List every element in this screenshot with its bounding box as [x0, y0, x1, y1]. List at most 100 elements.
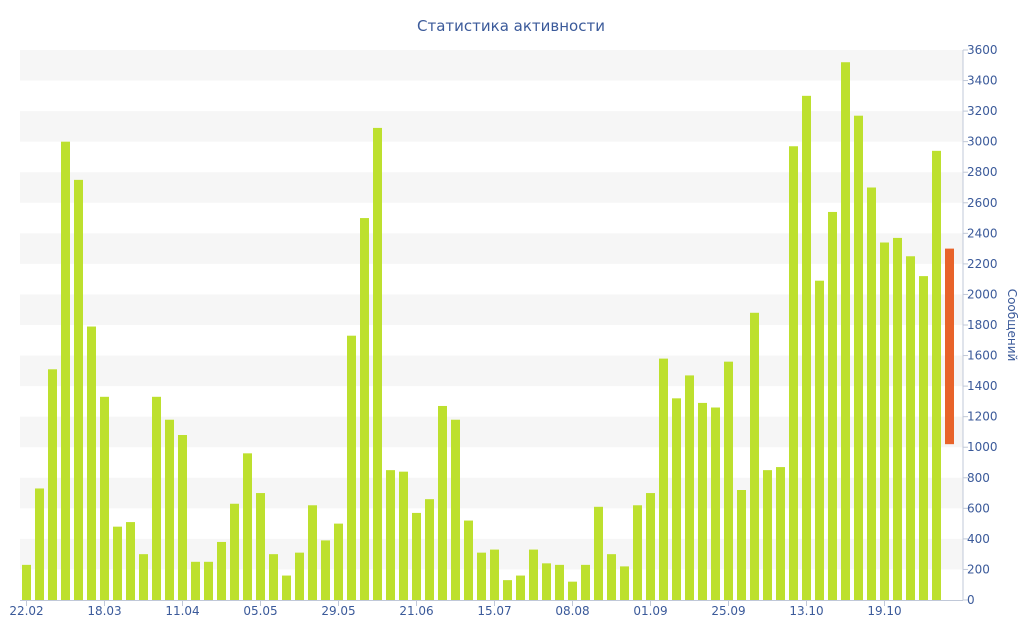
bar — [542, 563, 551, 600]
bar — [269, 554, 278, 600]
bar — [74, 179, 83, 600]
bar — [633, 505, 642, 600]
bar — [529, 549, 538, 600]
bar — [698, 402, 707, 600]
y-tick-label: 600 — [967, 501, 990, 515]
x-tick-label: 21.06 — [399, 604, 433, 618]
bar — [243, 453, 252, 600]
bar — [685, 375, 694, 600]
bar — [165, 419, 174, 600]
y-tick-label: 0 — [967, 593, 975, 607]
x-tick-label: 13.10 — [789, 604, 823, 618]
grid-band — [20, 50, 963, 81]
bar — [22, 564, 31, 600]
bar — [477, 552, 486, 600]
x-tick-label: 15.07 — [477, 604, 511, 618]
x-tick-label: 05.05 — [243, 604, 277, 618]
x-tick-label: 11.04 — [165, 604, 199, 618]
bar — [282, 575, 291, 600]
bar — [438, 405, 447, 600]
bar — [139, 554, 148, 600]
bar — [178, 435, 187, 600]
bar — [867, 187, 876, 600]
bar — [399, 471, 408, 600]
bar — [620, 566, 629, 600]
grid-band — [20, 172, 963, 203]
bar — [126, 522, 135, 600]
x-tick-label: 01.09 — [633, 604, 667, 618]
x-tick-label: 18.03 — [87, 604, 121, 618]
bar — [464, 520, 473, 600]
y-tick-label: 800 — [967, 471, 990, 485]
y-tick-label: 400 — [967, 532, 990, 546]
bar — [321, 540, 330, 600]
bar — [503, 580, 512, 600]
bar — [425, 499, 434, 600]
x-tick-label: 29.05 — [321, 604, 355, 618]
y-axis: 0 200 400 600 800 1000 1200 1400 1600 1800 2000 220… — [962, 43, 998, 607]
bar — [35, 488, 44, 600]
bar — [412, 512, 421, 600]
bar — [854, 115, 863, 600]
highlight-bar — [945, 248, 954, 445]
bar — [555, 564, 564, 600]
bar — [451, 419, 460, 600]
y-tick-label: 2400 — [967, 226, 998, 240]
chart-title: Статистика активности — [417, 17, 605, 35]
bar — [308, 505, 317, 600]
bar — [87, 326, 96, 600]
bar — [347, 335, 356, 600]
bar — [191, 561, 200, 600]
bar — [386, 470, 395, 600]
bar — [906, 256, 915, 600]
bar — [217, 541, 226, 600]
y-tick-label: 2200 — [967, 257, 998, 271]
bar-series — [22, 62, 954, 601]
x-tick-label: 25.09 — [711, 604, 745, 618]
bar — [295, 552, 304, 600]
grid-band — [20, 233, 963, 264]
x-axis: 22.02 18.03 11.04 05.05 29.05 21.06 15.07 08.08… — [9, 600, 963, 618]
y-tick-label: 3400 — [967, 74, 998, 88]
y-tick-label: 1000 — [967, 440, 998, 454]
y-tick-label: 2600 — [967, 196, 998, 210]
y-tick-label: 3200 — [967, 104, 998, 118]
y-tick-label: 1800 — [967, 318, 998, 332]
bar — [802, 95, 811, 600]
bar — [152, 396, 161, 600]
x-tick-label: 19.10 — [867, 604, 901, 618]
bar — [737, 490, 746, 600]
y-tick-label: 2000 — [967, 287, 998, 301]
bar — [61, 141, 70, 600]
y-tick-label: 3600 — [967, 43, 998, 57]
bar — [776, 467, 785, 600]
bar — [204, 561, 213, 600]
bar — [230, 503, 239, 600]
bar — [789, 146, 798, 600]
bar — [841, 62, 850, 600]
x-tick-label: 08.08 — [555, 604, 589, 618]
bar — [581, 564, 590, 600]
y-tick-label: 3000 — [967, 135, 998, 149]
grid-band — [20, 111, 963, 142]
y-tick-label: 2800 — [967, 165, 998, 179]
bar — [932, 150, 941, 601]
bar — [893, 237, 902, 600]
y-axis-label: Сообщений — [1005, 289, 1019, 362]
y-tick-label: 200 — [967, 562, 990, 576]
x-tick-label: 22.02 — [9, 604, 43, 618]
bar — [360, 218, 369, 601]
bar — [750, 312, 759, 600]
bar — [763, 470, 772, 600]
bar — [919, 276, 928, 600]
bar — [880, 242, 889, 600]
bar — [607, 554, 616, 600]
bar — [568, 581, 577, 600]
bar — [490, 549, 499, 600]
bar — [828, 211, 837, 600]
y-tick-label: 1600 — [967, 349, 998, 363]
bar — [815, 280, 824, 600]
bar — [711, 407, 720, 600]
